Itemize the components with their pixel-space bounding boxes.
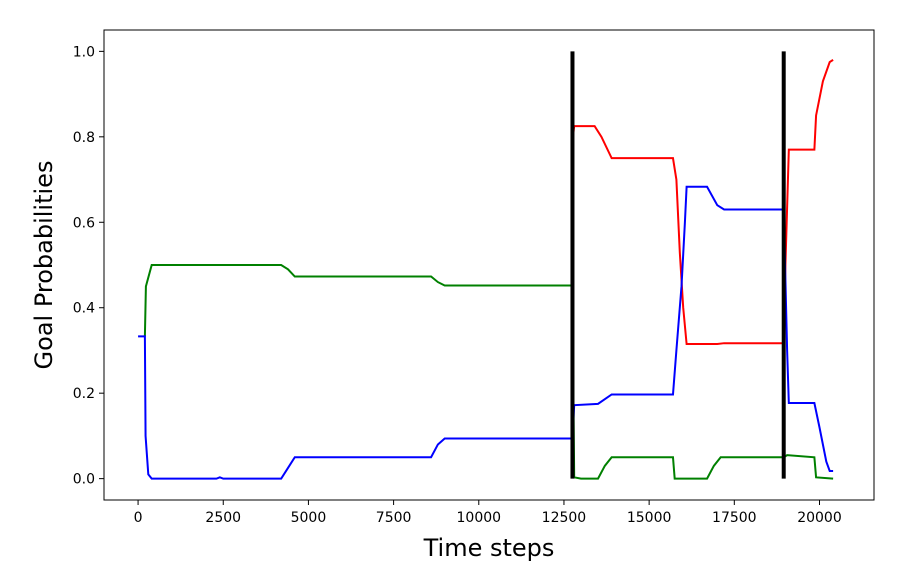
line-series: [571, 59, 834, 346]
x-tick-label: 20000: [797, 510, 842, 526]
x-tick-label: 15000: [627, 510, 672, 526]
y-tick-label: 0.8: [73, 130, 95, 146]
y-axis-label: Goal Probabilities: [30, 161, 58, 370]
x-tick-label: 12500: [542, 510, 587, 526]
y-tick-label: 1.0: [73, 44, 95, 60]
line-series: [138, 185, 834, 480]
line-series: [143, 264, 834, 480]
x-tick-label: 0: [134, 510, 143, 526]
x-tick-label: 2500: [205, 510, 241, 526]
y-tick-label: 0.6: [73, 215, 95, 231]
x-tick-label: 5000: [291, 510, 327, 526]
x-tick-label: 17500: [712, 510, 757, 526]
y-tick-label: 0.0: [73, 472, 95, 488]
y-tick-label: 0.4: [73, 301, 95, 317]
y-tick-label: 0.2: [73, 386, 95, 402]
x-tick-label: 7500: [376, 510, 412, 526]
x-tick-label: 10000: [457, 510, 502, 526]
plot-frame: [103, 29, 875, 501]
x-axis-label: Time steps: [423, 534, 555, 562]
